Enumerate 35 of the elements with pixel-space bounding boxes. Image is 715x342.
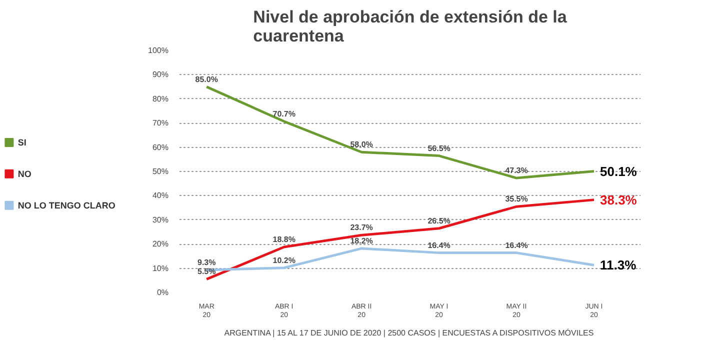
- y-tick-label: 90%: [152, 70, 169, 80]
- y-tick-label: 80%: [152, 94, 169, 104]
- y-tick-label: 0%: [156, 288, 168, 297]
- data-label: 70.7%: [272, 109, 296, 118]
- data-label: 16.4%: [505, 240, 528, 250]
- data-label: 23.7%: [350, 223, 373, 232]
- data-label: 18.2%: [350, 236, 373, 246]
- data-label: 50.1%: [600, 164, 638, 179]
- y-tick-label: 100%: [148, 46, 169, 55]
- data-label: 85.0%: [195, 74, 218, 84]
- data-label: 16.4%: [428, 240, 450, 250]
- y-tick-label: 20%: [152, 240, 169, 249]
- y-tick-label: 10%: [152, 264, 169, 273]
- data-label: 26.5%: [428, 216, 450, 226]
- y-tick-label: 60%: [152, 142, 169, 152]
- legend-label: NO LO TENGO CLARO: [18, 200, 116, 210]
- data-label: 58.0%: [350, 140, 373, 150]
- legend-label: NO: [18, 168, 32, 179]
- y-tick-label: 30%: [152, 215, 169, 224]
- y-tick-label: 40%: [152, 191, 169, 200]
- data-label: 10.2%: [272, 256, 296, 265]
- data-label: 11.3%: [600, 258, 637, 273]
- legend-label: SI: [18, 137, 26, 148]
- data-label: 47.3%: [505, 166, 528, 176]
- data-label: 18.8%: [272, 235, 296, 244]
- data-label: 9.3%: [198, 258, 216, 267]
- y-tick-label: 50%: [152, 167, 169, 176]
- data-label: 38.3%: [600, 192, 638, 208]
- chart-title: Nivel de aprobación de extensión de la cuarentena: [253, 8, 568, 46]
- y-tick-label: 70%: [152, 118, 169, 128]
- line-series: [205, 86, 596, 180]
- data-label: 56.5%: [428, 144, 450, 153]
- data-label: 5.5%: [198, 267, 216, 276]
- data-label: 35.5%: [505, 194, 528, 204]
- text: ARGENTINA | 15 AL 17 DE JUNIO DE 2020 | 2500 CASOS | ENCUESTAS A DISPOSITIVOS MÓVILES: [224, 328, 594, 338]
